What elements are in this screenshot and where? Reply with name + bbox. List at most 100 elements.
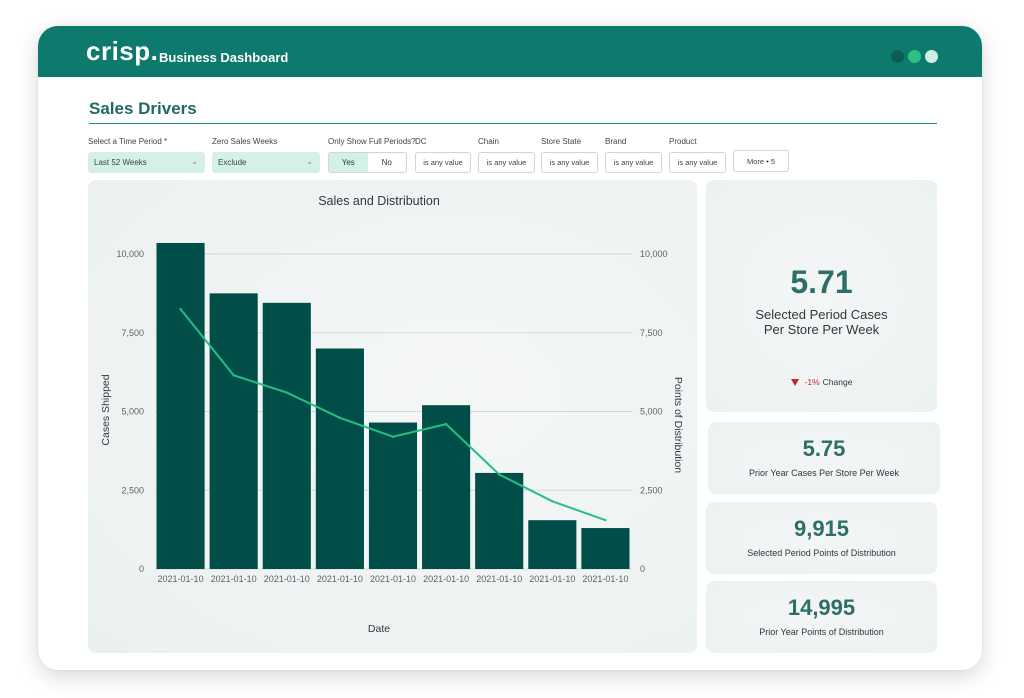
chart-title: Sales and Distribution (318, 194, 440, 208)
chart-svg: Sales and Distribution 0 0 2,500 2,500 5,000 5… (100, 194, 684, 635)
filter-brand: Brand is any value (605, 137, 662, 173)
y-axis-label: Cases Shipped (100, 374, 112, 445)
bar-2 (209, 293, 258, 569)
y2-tick-label: 0 (640, 564, 645, 574)
brand-filter-chip[interactable]: is any value (605, 152, 662, 173)
line-point-6 (444, 422, 448, 426)
zero-sales-select[interactable]: Exclude ⌄ (212, 152, 320, 173)
full-periods-toggle: Yes No (328, 152, 407, 173)
bar-3 (262, 302, 311, 569)
app-title: Business Dashboard (159, 50, 289, 65)
filter-label: Brand (605, 137, 627, 146)
line-point-2 (232, 374, 235, 377)
y-tick-label: 10,000 (116, 249, 144, 259)
line-point-5 (391, 435, 395, 438)
kpi-value: 5.75 (802, 436, 846, 461)
bar-9 (581, 528, 630, 569)
line-point-3 (285, 391, 288, 394)
y2-tick-label: 10,000 (640, 249, 668, 259)
dashboard-window: crisp. Business Dashboard Sales Drivers … (38, 26, 982, 670)
line-point-9 (604, 518, 607, 522)
title-divider (89, 123, 937, 124)
x-tick-label: 2021-01-10 (423, 574, 469, 584)
sales-distribution-chart: Sales and Distribution 0 0 2,500 2,500 5,000 5… (88, 180, 697, 653)
line-point-7 (498, 473, 501, 476)
kpi-value: 9,915 (793, 516, 850, 541)
store-state-filter-chip[interactable]: is any value (541, 152, 598, 173)
x-tick-label: 2021-01-10 (317, 574, 363, 584)
filter-product: Product is any value (669, 137, 726, 173)
more-filters-button[interactable]: More • 5 (733, 150, 789, 172)
y2-tick-label: 5,000 (640, 407, 663, 417)
page-title: Sales Drivers (89, 99, 197, 118)
filter-label: Zero Sales Weeks (212, 137, 278, 146)
filter-time-period: Select a Time Period * Last 52 Weeks ⌄ (88, 137, 205, 173)
kpi-label: Selected Period Cases Per Store Per Week (706, 307, 937, 337)
time-period-select[interactable]: Last 52 Weeks ⌄ (88, 152, 205, 173)
chevron-down-icon: ⌄ (191, 157, 198, 166)
filter-label: Select a Time Period * (88, 137, 168, 146)
y-tick-label: 0 (139, 564, 144, 574)
bar-5 (368, 422, 418, 569)
toggle-no-button[interactable]: No (381, 158, 392, 167)
filter-label: Store State (541, 137, 582, 146)
kpi-prior-year-cases: 5.75 Prior Year Cases Per Store Per Week (708, 422, 940, 494)
line-point-1 (179, 307, 182, 311)
product-filter-chip[interactable]: is any value (669, 152, 726, 173)
y2-tick-label: 2,500 (640, 485, 663, 495)
change-label: Change (822, 377, 853, 387)
kpi-label-line: Selected Period Cases (755, 307, 888, 322)
line-point-8 (551, 500, 554, 503)
kpi-value: 14,995 (787, 595, 856, 620)
filter-full-periods: Only Show Full Periods? Yes No (328, 137, 416, 173)
window-dot-light[interactable] (925, 50, 938, 63)
title-bar: crisp. Business Dashboard (38, 26, 982, 77)
x-tick-label: 2021-01-10 (529, 574, 575, 584)
bar-6 (422, 405, 471, 569)
filter-label: Only Show Full Periods? (328, 137, 416, 146)
line-point-4 (338, 416, 342, 419)
crisp-logo[interactable]: crisp. (86, 36, 159, 66)
kpi-label-line: Per Store Per Week (763, 322, 880, 337)
bar-8 (528, 520, 577, 569)
x-tick-label: 2021-01-10 (264, 574, 310, 584)
select-value: Exclude (218, 158, 247, 167)
select-value: Last 52 Weeks (94, 158, 147, 167)
x-axis-label: Date (368, 623, 390, 635)
filter-label: DC (415, 137, 427, 146)
kpi-selected-cases: 5.71 Selected Period Cases Per Store Per… (706, 180, 937, 412)
kpi-prior-year-points: 14,995 Prior Year Points of Distribution (706, 581, 937, 653)
window-dot-green[interactable] (908, 50, 921, 63)
bar-1 (156, 242, 205, 569)
kpi-value: 5.71 (790, 264, 853, 300)
kpi-label: Prior Year Cases Per Store Per Week (749, 468, 899, 478)
window-dot-dark[interactable] (891, 50, 904, 63)
change-percent: -1% (804, 377, 820, 387)
bar-7 (475, 472, 524, 569)
kpi-selected-points: 9,915 Selected Period Points of Distribu… (706, 502, 937, 574)
x-tick-label: 2021-01-10 (370, 574, 416, 584)
chain-filter-chip[interactable]: is any value (478, 152, 535, 173)
y2-axis-label: Points of Distribution (672, 377, 684, 473)
kpi-label: Prior Year Points of Distribution (759, 627, 884, 637)
filter-dc: DC is any value (415, 137, 471, 173)
chevron-down-icon: ⌄ (306, 157, 313, 166)
filter-zero-sales: Zero Sales Weeks Exclude ⌄ (212, 137, 320, 173)
x-tick-label: 2021-01-10 (211, 574, 257, 584)
triangle-down-icon (790, 378, 799, 386)
x-tick-label: 2021-01-10 (582, 574, 628, 584)
filter-label: Chain (478, 137, 499, 146)
dc-filter-chip[interactable]: is any value (415, 152, 471, 173)
x-tick-label: 2021-01-10 (476, 574, 522, 584)
y2-tick-label: 7,500 (640, 328, 663, 338)
window-dots (891, 50, 938, 63)
y-tick-label: 7,500 (121, 328, 144, 338)
y-tick-label: 2,500 (121, 485, 144, 495)
filter-label: Product (669, 137, 697, 146)
x-tick-label: 2021-01-10 (158, 574, 204, 584)
y-tick-label: 5,000 (121, 407, 144, 417)
kpi-label: Selected Period Points of Distribution (747, 548, 896, 558)
toggle-yes-button[interactable]: Yes (329, 153, 368, 172)
change-indicator: -1% Change (706, 377, 937, 387)
bar-4 (315, 348, 364, 569)
